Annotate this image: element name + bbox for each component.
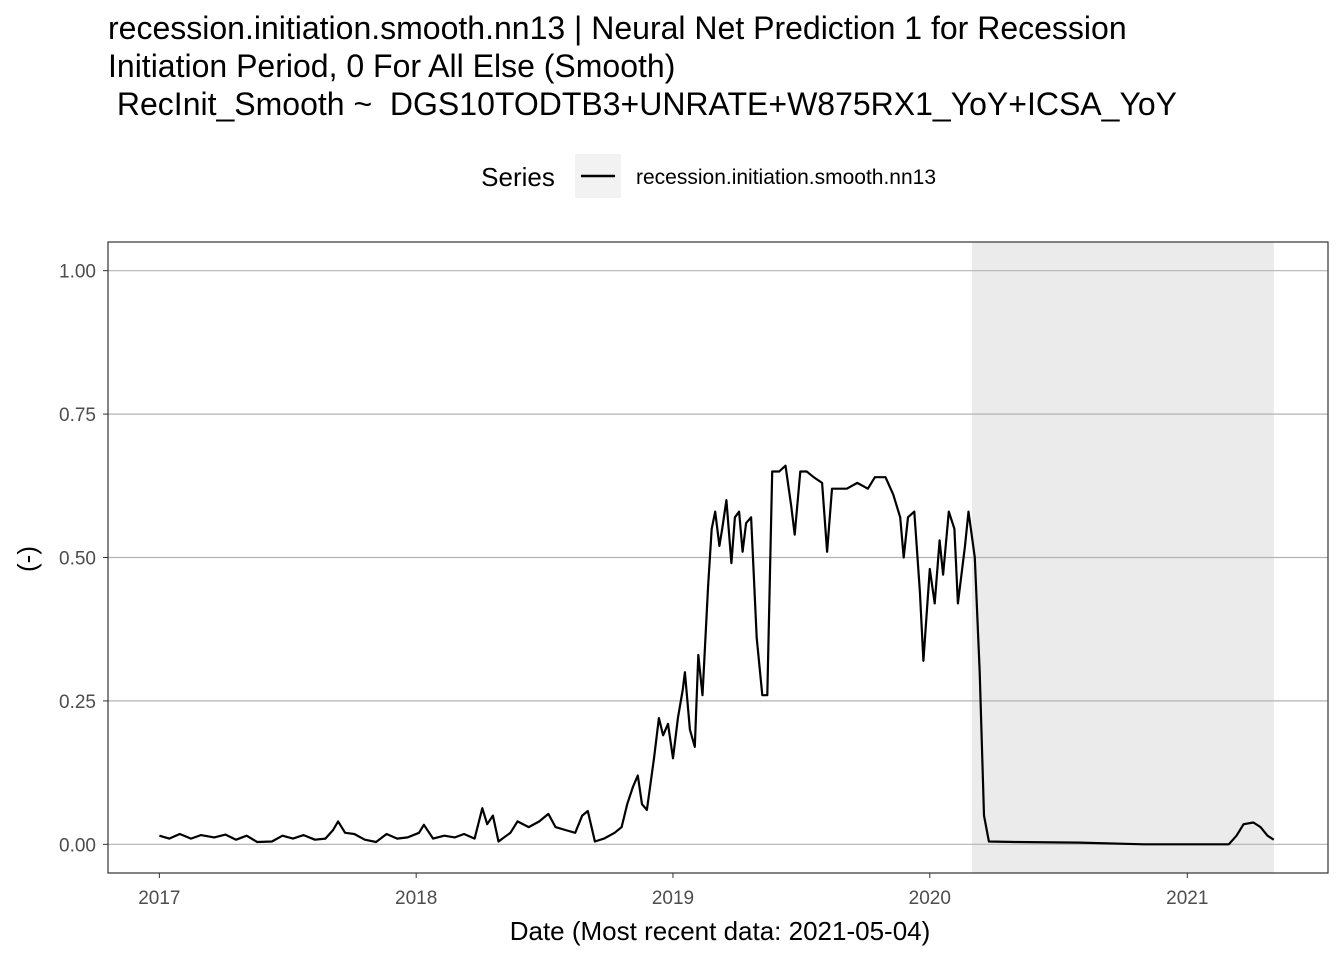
x-tick-label: 2018 [395,888,437,909]
legend-title: Series [481,162,555,192]
plot-area: 0.00 0.25 0.50 0.75 1.00 2017 2018 2019 2020 2021 [59,241,1329,909]
series-line-0 [159,464,1275,846]
x-tick-label: 2021 [1166,888,1208,909]
y-tick-label: 0.25 [59,692,96,713]
y-tick-label: 0.00 [59,835,96,856]
panel-border [107,241,1329,874]
y-axis-title: (-) [12,546,42,572]
x-axis-title: Date (Most recent data: 2021-05-04) [510,916,931,946]
chart-title-line-2: Initiation Period, 0 For All Else (Smoot… [108,48,676,84]
y-tick-label: 0.50 [59,549,96,570]
y-tick-label: 0.75 [59,405,96,426]
x-tick-label: 2017 [138,888,180,909]
x-tick-label: 2019 [652,888,694,909]
chart-title-line-3: RecInit_Smooth ~ DGS10TODTB3+UNRATE+W875… [108,86,1177,122]
y-tick-label: 1.00 [59,262,96,283]
legend-label: recession.initiation.smooth.nn13 [636,166,936,189]
chart-title-line-1: recession.initiation.smooth.nn13 | Neura… [108,10,1127,46]
x-tick-label: 2020 [909,888,951,909]
